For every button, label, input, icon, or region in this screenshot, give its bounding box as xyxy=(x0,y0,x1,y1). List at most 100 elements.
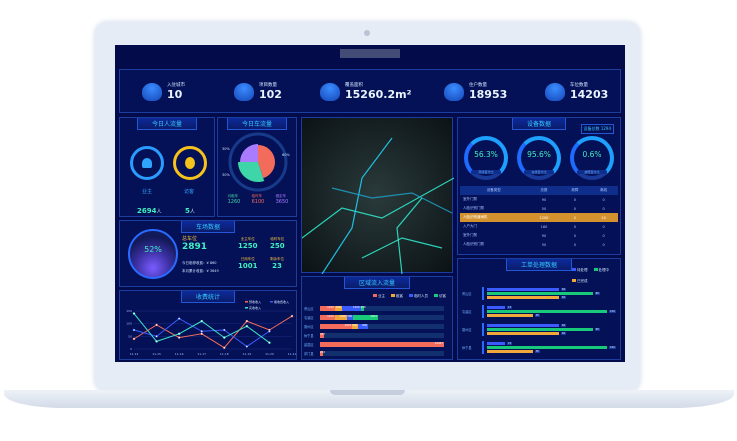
legend-label: 临时人员 xyxy=(414,294,428,298)
data-point[interactable] xyxy=(155,323,158,327)
data-point[interactable] xyxy=(177,336,181,339)
table-header[interactable]: 总数 xyxy=(527,186,561,195)
table-row[interactable]: 人脸识别门禁 50 0 0 xyxy=(460,204,618,213)
panel-title: 今日车流量 xyxy=(226,118,288,130)
pie-slice xyxy=(258,145,275,179)
table-row[interactable]: 人脸识别道闸机 1200 2 10 xyxy=(460,213,618,222)
table-row[interactable]: 人脸识别门禁 50 0 0 xyxy=(460,240,618,249)
data-point[interactable] xyxy=(132,337,136,341)
owner-icon xyxy=(130,146,164,180)
data-point[interactable] xyxy=(200,332,203,336)
orders-bar[interactable] xyxy=(487,306,505,309)
data-point[interactable] xyxy=(245,345,249,348)
legend-swatch xyxy=(245,301,248,303)
region-bar-segment[interactable]: 1500 xyxy=(342,306,361,311)
data-point[interactable] xyxy=(177,332,181,336)
region-bar-segment[interactable]: 1000 xyxy=(334,315,348,320)
data-point[interactable] xyxy=(155,340,158,343)
table-header[interactable]: 故障 xyxy=(560,186,590,195)
device-gauge: 0.6% 故障百分比 xyxy=(570,136,614,180)
region-label: 休宁县 xyxy=(304,334,314,338)
gauge-value: 95.6% xyxy=(527,150,551,159)
orders-bar[interactable] xyxy=(487,288,559,291)
table-cell: 0 xyxy=(602,242,605,247)
kpi-item: 入驻城市 10 xyxy=(142,82,185,101)
owner-count: 2694 xyxy=(137,207,157,215)
car-count: 6100 xyxy=(251,199,265,205)
region-bar-track: 263 xyxy=(320,351,444,356)
orders-bar[interactable] xyxy=(487,342,505,345)
data-point[interactable] xyxy=(200,330,203,333)
stat-label: 剩余车位 xyxy=(270,257,284,261)
kpi-item: 住户数量 18953 xyxy=(444,82,507,101)
orders-bar[interactable] xyxy=(487,310,607,313)
region-bar-segment[interactable]: 263 xyxy=(320,351,325,356)
orders-bar[interactable] xyxy=(487,292,593,295)
data-point[interactable] xyxy=(155,335,158,338)
legend-item: 已完成 xyxy=(572,279,588,284)
data-point[interactable] xyxy=(290,314,294,318)
data-point[interactable] xyxy=(223,346,226,349)
region-bar-track: 2618 500 800 xyxy=(320,324,444,329)
table-cell: 0 xyxy=(602,197,605,202)
data-point[interactable] xyxy=(268,341,271,344)
region-bar-segment[interactable]: 500 xyxy=(347,315,354,320)
car-legend-item: 临时车 6100 xyxy=(252,194,265,205)
region-bar-segment[interactable]: 2004 xyxy=(353,315,378,320)
data-point[interactable] xyxy=(268,330,271,333)
orders-bar[interactable] xyxy=(487,324,559,327)
people-panel: 今日人流量 业主 访客 2694人 5人 xyxy=(119,117,215,217)
legend-label: 预收收入 xyxy=(249,299,261,304)
region-bar-segment[interactable]: 2618 xyxy=(320,324,353,329)
data-point[interactable] xyxy=(177,317,181,320)
gauge-value: 0.6% xyxy=(582,150,602,159)
table-header[interactable]: 设备类型 xyxy=(460,186,528,195)
table-row[interactable]: 室外门禁 90 0 0 xyxy=(460,195,618,204)
orders-bar[interactable] xyxy=(487,332,559,335)
data-point[interactable] xyxy=(223,336,226,339)
kpi-item: 覆盖面积 15260.2m² xyxy=(320,82,411,101)
orders-bar[interactable] xyxy=(487,328,593,331)
orders-bar[interactable] xyxy=(487,314,533,317)
region-panel: 区域流入流量 业主 租客 临时人员 访客 黄山区 1200 600 1500 250 屯溪区 12… xyxy=(301,276,453,360)
orders-bar[interactable] xyxy=(487,350,533,353)
region-bar-segment[interactable]: 600 xyxy=(334,306,343,311)
car-legend-item: 固定车 3650 xyxy=(276,194,289,205)
legend-label: 催收费收入 xyxy=(274,299,289,304)
region-bar-segment[interactable]: 250 xyxy=(360,306,366,311)
kpi-item: 车位数量 14203 xyxy=(545,82,608,101)
data-point[interactable] xyxy=(132,312,136,315)
fees-line-chart: 0 50 100 150 11-14 11-15 11-16 11-17 11-18 11-19 1… xyxy=(126,299,297,356)
table-cell: 50 xyxy=(541,242,547,247)
table-row[interactable]: 入户大门 160 0 0 xyxy=(460,222,618,231)
region-bar-segment[interactable]: 10087 xyxy=(320,342,444,347)
car-pie-chart: 60% 30% 30% xyxy=(222,132,290,192)
pie-slice xyxy=(240,144,258,162)
orders-bar[interactable] xyxy=(487,346,607,349)
legend-label: 待处理 xyxy=(577,268,588,272)
panel-title: 收费统计 xyxy=(180,291,236,303)
orders-bar[interactable] xyxy=(487,296,559,299)
kpi-value: 15260.2m² xyxy=(345,88,412,101)
table-cell: 人脸识别门禁 xyxy=(463,206,484,210)
table-cell: 0 xyxy=(573,233,576,238)
region-bar-segment[interactable]: 800 xyxy=(358,324,369,329)
region-row: 屯溪区 1200 1000 500 2004 xyxy=(304,315,444,320)
table-header[interactable]: 离线 xyxy=(589,186,618,195)
region-bar-segment[interactable]: 500 xyxy=(352,324,359,329)
table-row[interactable]: 室外门禁 90 0 0 xyxy=(460,231,618,240)
table-cell: 90 xyxy=(541,197,547,202)
data-point[interactable] xyxy=(132,328,136,332)
data-point[interactable] xyxy=(245,319,249,323)
x-tick-label: 11-21 xyxy=(288,352,297,356)
data-point[interactable] xyxy=(245,324,249,328)
table-cell: 1200 xyxy=(527,213,561,222)
table-cell: 0 xyxy=(573,206,576,211)
region-bar-segment[interactable]: 1200 xyxy=(320,306,335,311)
region-bar-segment[interactable]: 1200 xyxy=(320,315,335,320)
data-point[interactable] xyxy=(223,328,226,332)
legend-label: 实收收入 xyxy=(249,305,261,310)
data-point[interactable] xyxy=(200,319,203,323)
table-cell: 0 xyxy=(573,242,576,247)
region-bar-segment[interactable]: 357 xyxy=(320,333,325,338)
